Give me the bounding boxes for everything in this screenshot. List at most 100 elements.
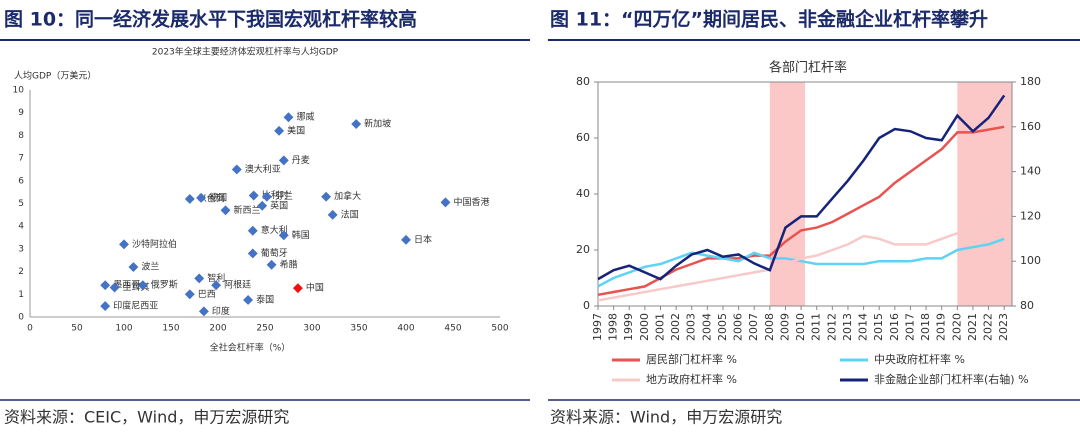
point <box>278 155 289 166</box>
x-tick-label: 2022 <box>982 313 995 341</box>
x-tick-label: 350 <box>350 324 367 334</box>
x-tick-label: 2004 <box>700 313 713 341</box>
y-tick-label: 7 <box>18 154 24 164</box>
x-tick-label: 0 <box>27 324 33 334</box>
point <box>194 273 205 284</box>
point-label: 以色列 <box>198 192 225 204</box>
y-tick-label: 2 <box>18 267 24 277</box>
x-tick-label: 2008 <box>763 313 776 341</box>
point-label: 印度尼西亚 <box>113 300 158 312</box>
point <box>274 125 285 136</box>
x-tick-label: 2023 <box>997 313 1010 341</box>
point <box>220 205 231 216</box>
series-line <box>597 94 1006 281</box>
point-label: 俄罗斯 <box>151 279 178 291</box>
x-tick-label: 2000 <box>638 313 651 341</box>
x-tick-label: 400 <box>397 324 414 334</box>
x-tick-label: 2005 <box>716 313 729 341</box>
x-tick-label: 1998 <box>607 313 620 341</box>
point-label: 德国 <box>209 191 227 203</box>
point-label: 澳大利亚 <box>245 163 281 175</box>
y-tick-label: 80 <box>576 75 590 88</box>
x-tick-label: 200 <box>209 324 226 334</box>
point <box>247 248 258 259</box>
legend-label: 地方政府杠杆率 % <box>646 372 737 386</box>
point <box>440 197 451 208</box>
x-axis-label: 全社会杠杆率（%） <box>210 342 291 354</box>
point-label: 法国 <box>341 208 359 220</box>
y2-tick-label: 140 <box>1020 165 1041 178</box>
point <box>261 191 272 202</box>
point-label: 泰国 <box>256 293 274 305</box>
x-tick-label: 2012 <box>825 313 838 341</box>
heading: 图 11：“四万亿”期间居民、非金融企业杠杆率攀升 <box>550 8 988 31</box>
y2-tick-label: 80 <box>1020 299 1034 312</box>
x-tick-label: 2020 <box>950 313 963 341</box>
x-tick-label: 500 <box>491 324 508 334</box>
point <box>184 289 195 300</box>
series-line <box>597 237 1005 288</box>
legend-label: 居民部门杠杆率 % <box>646 352 737 366</box>
x-tick-label: 2017 <box>903 313 916 341</box>
point <box>321 191 332 202</box>
y-tick-label: 40 <box>576 187 590 200</box>
x-tick-label: 2006 <box>732 313 745 341</box>
x-tick-label: 2013 <box>841 313 854 341</box>
heading: 图 10：同一经济发展水平下我国宏观杠杆率较高 <box>4 8 417 31</box>
point-label: 巴西 <box>198 289 216 300</box>
point <box>278 230 289 241</box>
y2-tick-label: 100 <box>1020 254 1041 267</box>
y-tick-label: 8 <box>18 131 24 141</box>
point-label: 加拿大 <box>334 190 361 202</box>
y2-tick-label: 160 <box>1020 120 1041 133</box>
y2-tick-label: 180 <box>1020 75 1041 88</box>
x-tick-label: 1999 <box>622 313 635 341</box>
shaded-period <box>769 82 805 306</box>
series-line <box>597 212 1005 302</box>
point <box>128 262 139 273</box>
point <box>231 164 242 175</box>
x-tick-label: 2015 <box>872 313 885 341</box>
x-tick-label: 1997 <box>591 313 604 341</box>
point-label: 英国 <box>270 199 288 211</box>
point <box>351 119 362 129</box>
x-tick-label: 2019 <box>935 313 948 341</box>
point-label: 葡萄牙 <box>261 247 288 259</box>
point <box>283 112 294 123</box>
point-label: 波兰 <box>141 261 159 273</box>
point <box>327 209 338 220</box>
x-tick-label: 450 <box>444 324 461 334</box>
point <box>100 280 111 291</box>
point-label: 新加坡 <box>364 118 391 130</box>
x-tick-label: 2010 <box>794 313 807 341</box>
point-label: 中国 <box>306 282 324 294</box>
point-label: 日本 <box>414 233 432 245</box>
point <box>137 280 148 291</box>
x-tick-label: 2007 <box>747 313 760 341</box>
point-label: 墨西哥 <box>113 280 140 291</box>
y-tick-label: 3 <box>18 244 24 254</box>
y2-tick-label: 120 <box>1020 209 1041 222</box>
point-label: 新西兰 <box>234 204 261 216</box>
y-tick-label: 1 <box>18 290 24 300</box>
x-tick-label: 2003 <box>685 313 698 341</box>
y-tick-label: 0 <box>583 299 590 312</box>
point-label: 希腊 <box>280 258 298 270</box>
x-tick-label: 2014 <box>857 313 870 341</box>
y-tick-label: 0 <box>18 313 24 323</box>
x-tick-label: 2016 <box>888 313 901 341</box>
chart-title: 各部门杠杆率 <box>769 60 847 76</box>
point-label: 美国 <box>287 124 305 136</box>
source: 资料来源：Wind，申万宏源研究 <box>550 408 782 427</box>
source: 资料来源：CEIC，Wind，申万宏源研究 <box>4 408 289 427</box>
point <box>100 301 111 312</box>
chart-title: 2023年全球主要经济体宏观杠杆率与人均GDP <box>152 46 339 58</box>
point-label: 中国香港 <box>453 196 489 208</box>
x-tick-label: 250 <box>256 324 273 334</box>
y-tick-label: 60 <box>576 131 590 144</box>
x-tick-label: 2018 <box>919 313 932 341</box>
x-tick-label: 2021 <box>966 313 979 341</box>
x-tick-label: 150 <box>162 324 179 334</box>
point-label: 芬兰 <box>275 190 293 202</box>
